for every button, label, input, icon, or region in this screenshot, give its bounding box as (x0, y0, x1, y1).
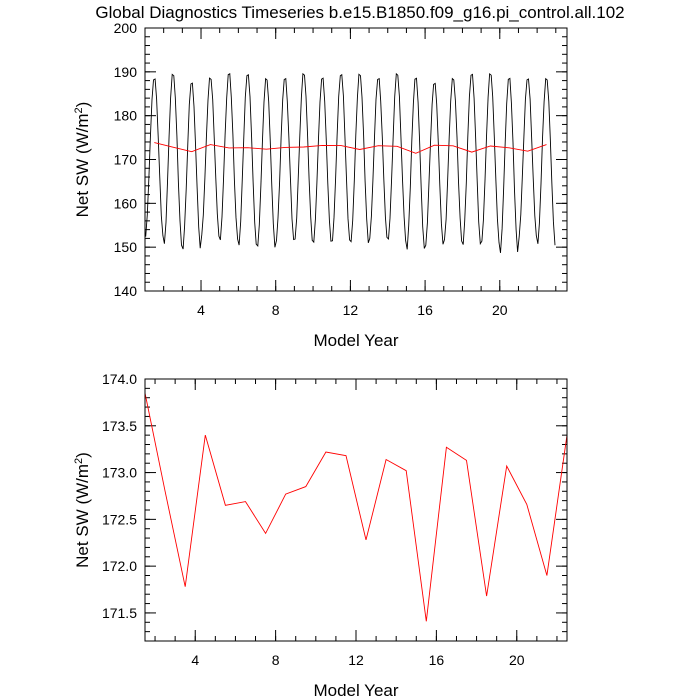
y-tick-label: 180 (114, 108, 138, 124)
x-tick-label: 12 (343, 302, 359, 318)
y-axis-label: Net SW (W/m2) (73, 452, 92, 568)
x-tick-label: 8 (272, 302, 280, 318)
y-axis-label-end: ) (73, 452, 92, 458)
y-axis-label: Net SW (W/m2) (73, 102, 92, 218)
y-tick-label: 190 (114, 64, 138, 80)
y-tick-label: 150 (114, 239, 138, 255)
x-axis-label: Model Year (313, 681, 398, 700)
x-tick-label: 4 (191, 652, 199, 668)
plot-frame (144, 378, 568, 642)
y-tick-label: 140 (114, 283, 138, 299)
annual-mean-series-line (145, 392, 567, 622)
x-tick-label: 20 (509, 652, 525, 668)
x-tick-label: 16 (417, 302, 433, 318)
panel-1: 4 8 12 16 20 140 150 160 170 180 190 200 Model Year N… (73, 20, 568, 350)
y-tick-label: 174.0 (102, 371, 137, 387)
annual-mean-series-line (154, 142, 547, 154)
y-tick-label: 172.5 (102, 511, 137, 527)
x-axis-label: Model Year (313, 331, 398, 350)
panel-2: 4 8 12 16 20 171.5 172.0 172.5 173.0 173.5 174.0 Mo… (73, 371, 568, 700)
y-tick-label: 200 (114, 20, 138, 36)
chart-title: Global Diagnostics Timeseries b.e15.B185… (95, 3, 624, 22)
y-tick-label: 173.5 (102, 418, 137, 434)
y-axis-label-superscript: 2 (73, 458, 85, 464)
plot-frame (144, 27, 568, 292)
y-axis-label-base: Net SW (W/m (73, 113, 92, 217)
y-tick-label: 172.0 (102, 558, 137, 574)
y-axis-label-end: ) (73, 102, 92, 108)
y-tick-label: 170 (114, 152, 138, 168)
x-tick-label: 8 (272, 652, 280, 668)
x-tick-label: 16 (429, 652, 445, 668)
y-axis-label-superscript: 2 (73, 107, 85, 113)
y-tick-label: 173.0 (102, 465, 137, 481)
y-tick-label: 171.5 (102, 605, 137, 621)
monthly-series-line (145, 72, 556, 253)
y-axis-label-base: Net SW (W/m (73, 464, 92, 568)
x-tick-label: 4 (197, 302, 205, 318)
y-tick-label: 160 (114, 195, 138, 211)
x-tick-label: 12 (348, 652, 364, 668)
x-tick-label: 20 (492, 302, 508, 318)
